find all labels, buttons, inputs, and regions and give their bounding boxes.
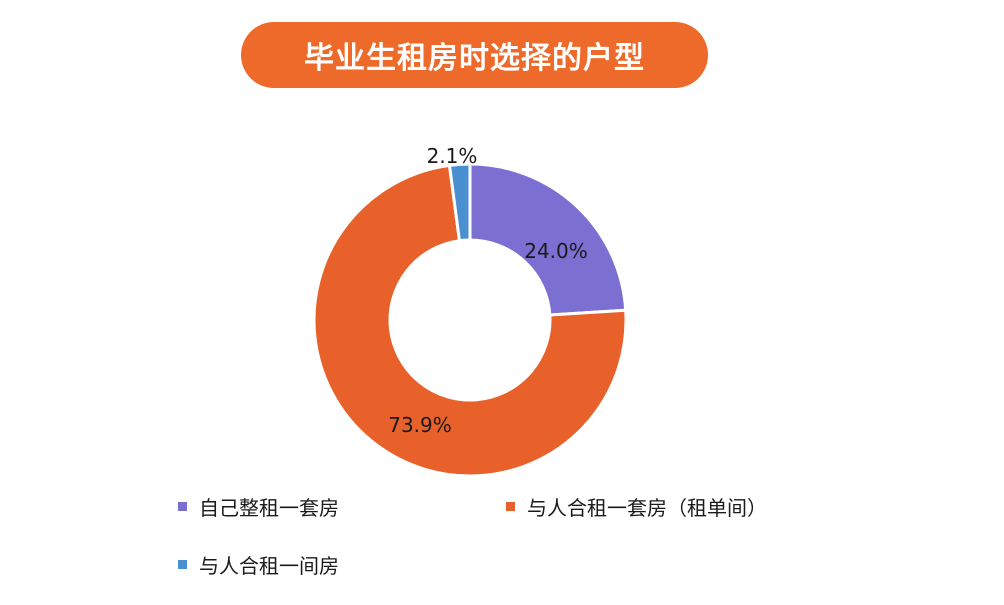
legend-swatch-shared-room [178,560,187,569]
legend-label-self-rent: 自己整租一套房 [199,496,339,520]
chart-title: 毕业生租房时选择的户型 [241,22,708,88]
data-label-self-rent: 24.0% [524,239,588,263]
legend-label-shared-room: 与人合租一间房 [199,554,339,578]
donut-slice-shared-flat [312,163,628,478]
legend-label-shared-flat: 与人合租一套房（租单间） [527,496,767,520]
legend-swatch-self-rent [178,502,187,511]
legend-item-self-rent: 自己整租一套房 [178,492,339,521]
legend-item-shared-flat: 与人合租一套房（租单间） [506,492,767,521]
legend-item-shared-room: 与人合租一间房 [178,550,339,579]
data-label-shared-flat: 73.9% [388,413,452,437]
donut-slice-shared-room [447,162,472,243]
legend-swatch-shared-flat [506,502,515,511]
donut-slice-self-rent [468,162,628,317]
data-label-shared-room: 2.1% [427,144,478,168]
